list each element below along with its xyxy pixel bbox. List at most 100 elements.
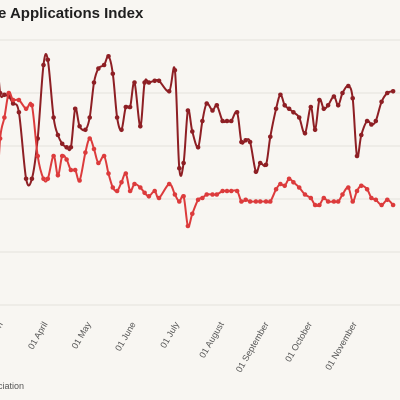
data-point: [55, 173, 61, 178]
data-point: [204, 192, 209, 197]
data-point: [359, 183, 364, 189]
data-point: [91, 146, 97, 152]
data-point: [312, 202, 318, 208]
data-point: [123, 171, 129, 176]
data-point: [296, 185, 302, 190]
data-point: [291, 110, 296, 115]
data-point: [110, 71, 116, 77]
data-point: [172, 68, 178, 73]
data-point: [51, 153, 56, 159]
data-point: [0, 136, 3, 141]
data-point: [350, 96, 356, 101]
x-tick-label: 01 July: [158, 320, 181, 350]
data-point: [234, 188, 240, 194]
x-tick-label: 01 June: [113, 320, 138, 353]
data-point: [77, 178, 82, 183]
x-tick-label: 01 April: [26, 320, 50, 351]
data-point: [10, 101, 16, 106]
gridlines: [0, 39, 400, 306]
data-point: [110, 185, 116, 190]
data-point: [224, 188, 230, 194]
data-point: [190, 211, 195, 217]
data-point: [190, 129, 195, 134]
data-point: [16, 97, 22, 103]
data-point: [331, 199, 337, 204]
data-point: [220, 188, 225, 194]
data-point: [390, 202, 396, 208]
data-point: [195, 197, 201, 203]
data-point: [257, 160, 263, 166]
data-point: [282, 103, 288, 108]
data-point: [10, 97, 16, 103]
data-point: [210, 192, 215, 197]
data-point: [385, 90, 390, 96]
x-tick-label: 01 September: [234, 320, 271, 374]
data-point: [87, 115, 92, 120]
data-point: [181, 194, 186, 199]
series-2: [0, 90, 396, 229]
data-point: [268, 199, 273, 204]
data-point: [273, 187, 279, 192]
data-point: [340, 90, 345, 96]
data-point: [185, 108, 191, 113]
data-point: [177, 199, 182, 204]
data-point: [239, 139, 244, 145]
data-point: [359, 132, 364, 138]
data-point: [379, 99, 384, 105]
data-point: [268, 134, 273, 140]
data-point: [23, 106, 29, 112]
data-point: [243, 197, 248, 203]
data-point: [373, 118, 379, 124]
data-point: [83, 127, 88, 133]
data-point: [64, 145, 69, 150]
data-point: [156, 78, 162, 84]
data-point: [185, 223, 191, 229]
data-point: [119, 180, 124, 185]
data-point: [247, 139, 253, 145]
data-point: [127, 188, 133, 194]
source-note: ciation: [0, 381, 25, 391]
data-point: [229, 118, 234, 124]
data-point: [321, 195, 327, 201]
data-point: [114, 115, 120, 120]
data-point: [72, 167, 78, 173]
data-point: [364, 118, 370, 124]
data-point: [16, 110, 22, 115]
data-point: [83, 150, 88, 155]
data-point: [263, 162, 269, 168]
x-tick-label: 01 October: [283, 320, 314, 364]
data-point: [96, 160, 101, 166]
data-point: [91, 80, 97, 85]
data-point: [119, 127, 124, 133]
data-point: [346, 83, 351, 89]
data-point: [101, 153, 107, 159]
data-point: [152, 188, 157, 194]
data-point: [195, 145, 201, 150]
data-point: [325, 199, 331, 204]
data-point: [317, 97, 322, 103]
series-lines: [0, 53, 396, 229]
series-line: [0, 91, 394, 228]
data-point: [273, 106, 279, 112]
data-point: [224, 118, 230, 124]
data-point: [0, 90, 3, 96]
data-point: [204, 101, 209, 106]
data-point: [234, 110, 240, 115]
data-point: [101, 62, 107, 68]
data-point: [278, 92, 283, 98]
data-point: [321, 106, 327, 112]
data-point: [106, 171, 111, 176]
data-point: [177, 166, 182, 171]
data-point: [296, 115, 302, 120]
data-point: [29, 176, 35, 182]
data-point: [127, 104, 133, 110]
data-point: [72, 106, 78, 112]
data-point: [77, 124, 82, 129]
data-point: [308, 104, 314, 110]
data-point: [96, 66, 101, 71]
data-point: [369, 122, 374, 127]
data-point: [210, 108, 215, 113]
data-point: [6, 90, 12, 96]
data-point: [146, 80, 152, 85]
